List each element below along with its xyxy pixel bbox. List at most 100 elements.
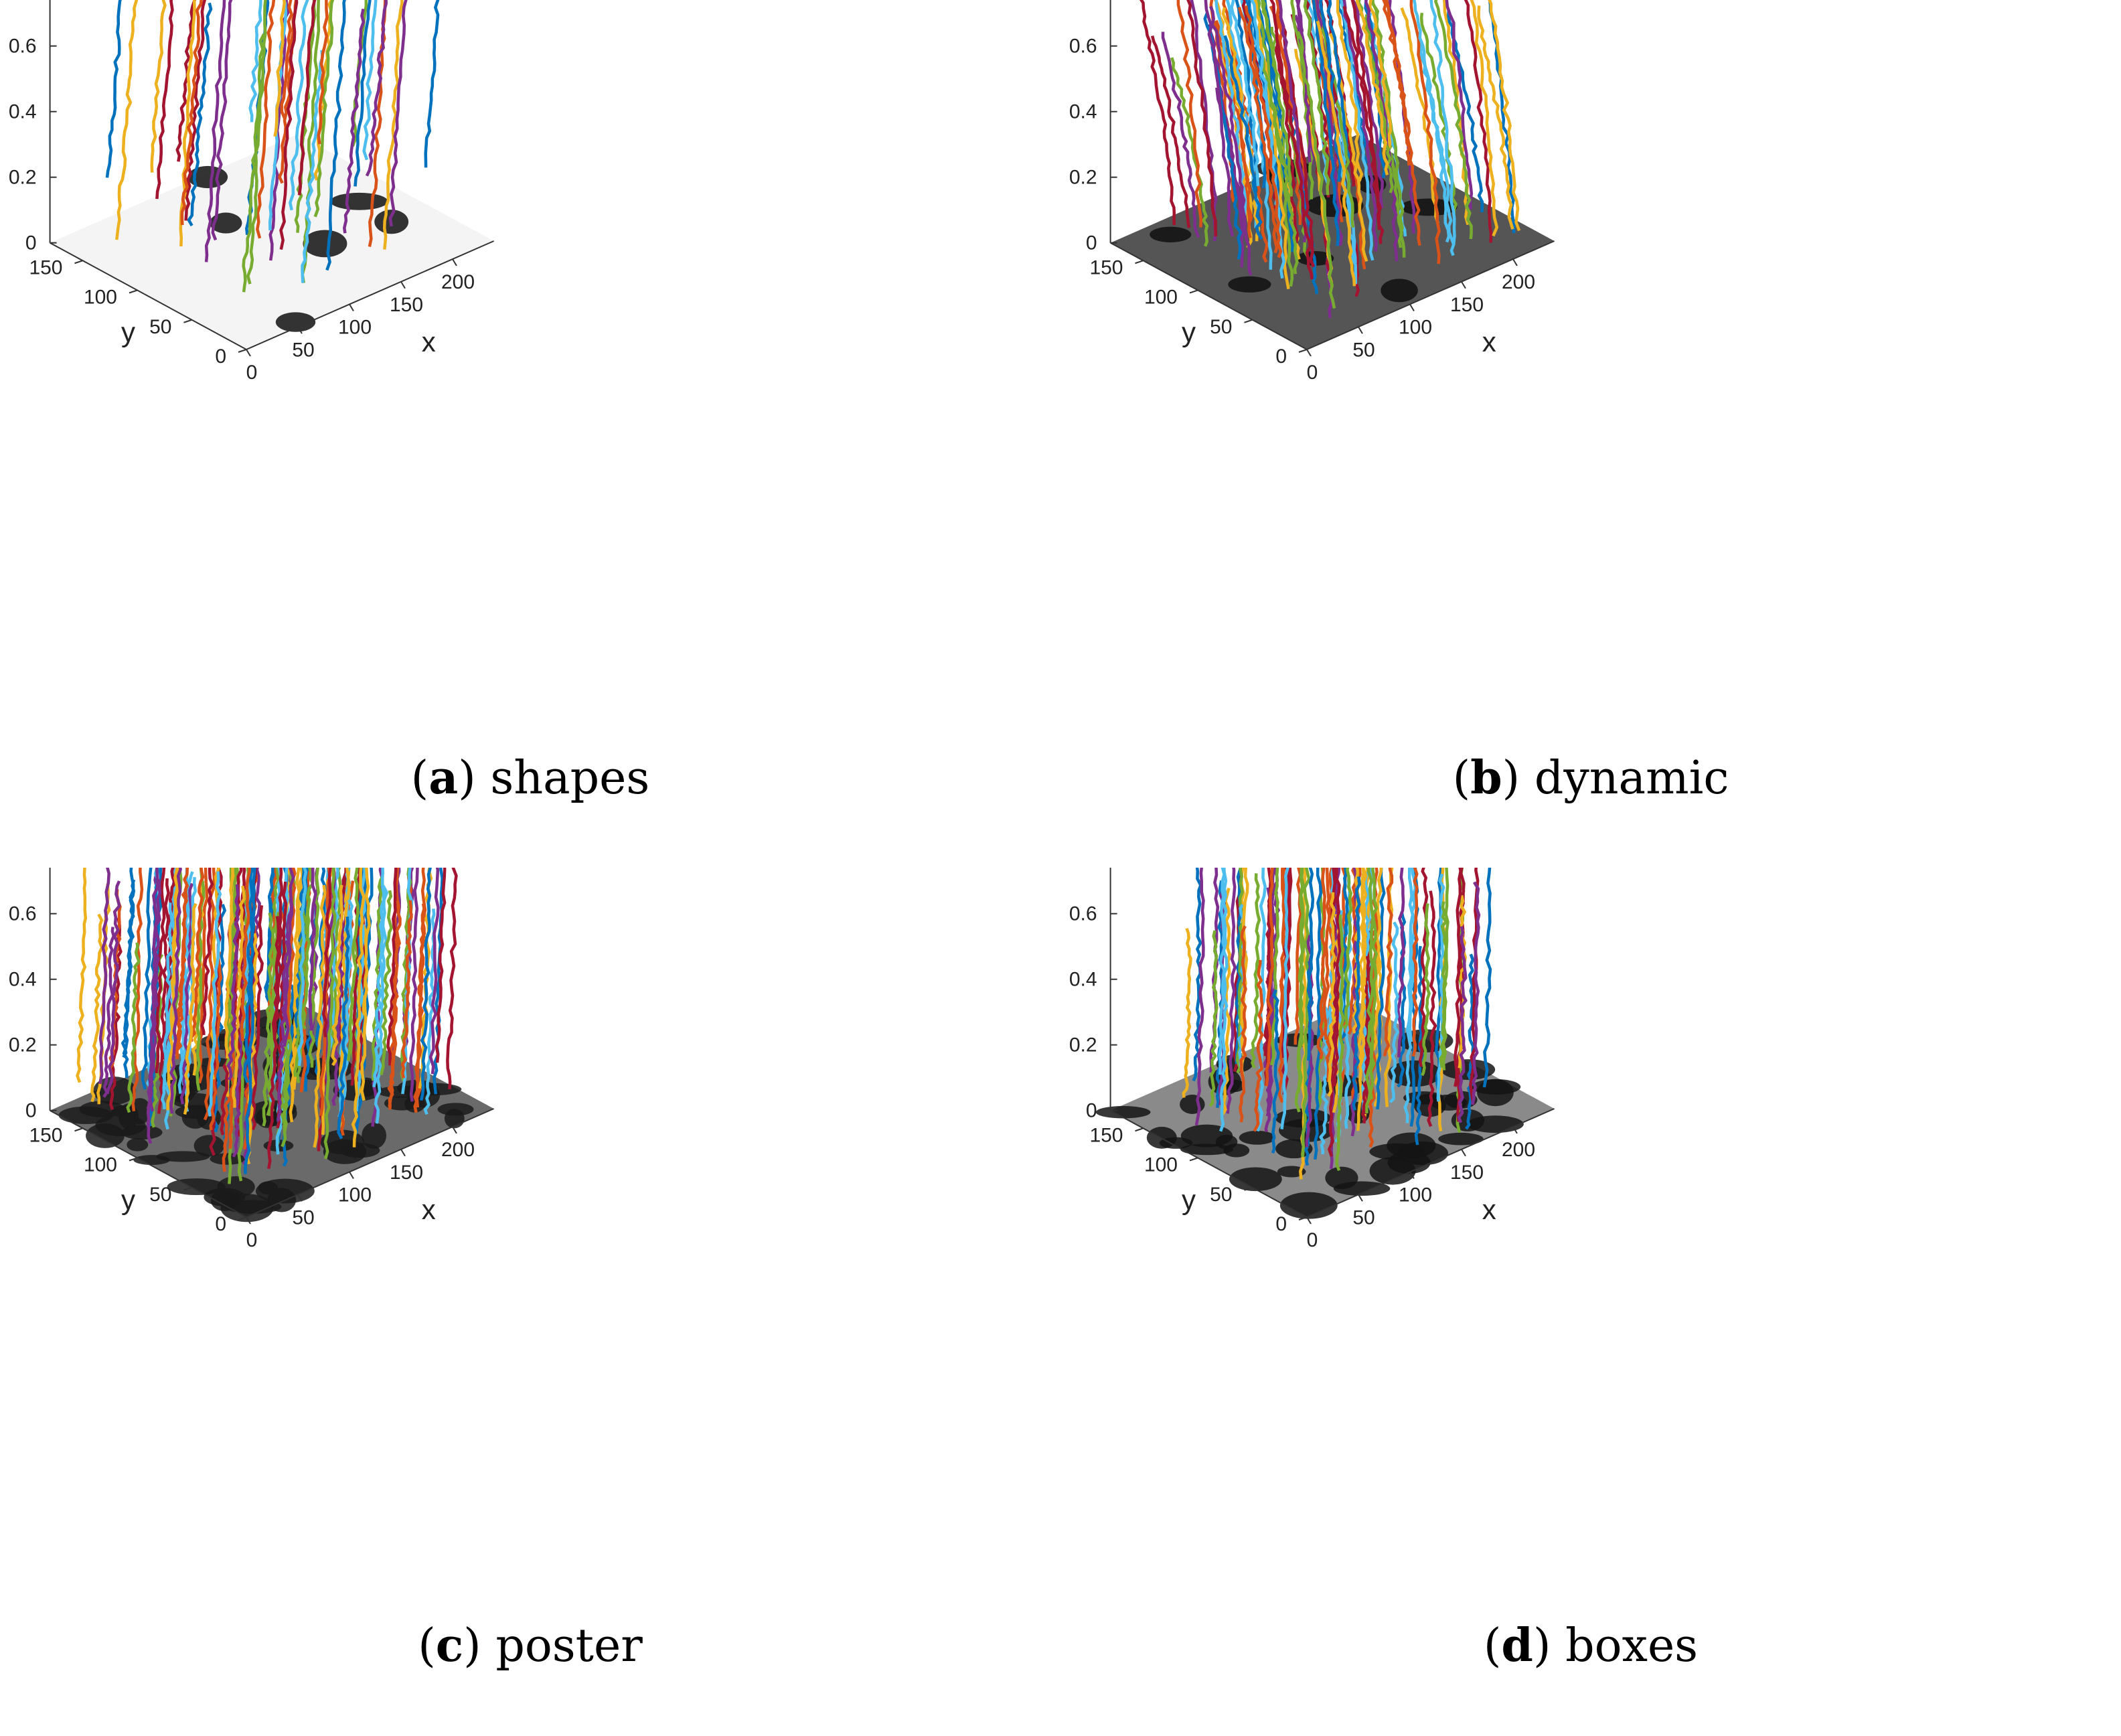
caption-text: dynamic — [1534, 752, 1729, 805]
y-tick-label: 100 — [1144, 1154, 1178, 1176]
y-tick-mark — [183, 319, 192, 323]
y-tick-label: 100 — [84, 1154, 117, 1176]
chart-shapes: 05010015020005010015000.20.40.60.81xytim… — [9, 0, 495, 384]
trajectory-line — [1244, 5, 1283, 258]
trajectory-line — [1332, 868, 1342, 1087]
floor-blob — [330, 192, 388, 210]
trajectory-line — [224, 868, 234, 1059]
trajectory-line — [1397, 911, 1407, 1088]
trajectory-line — [1421, 903, 1431, 1077]
trajectory-line — [198, 868, 209, 1084]
trajectory-line — [380, 890, 393, 1076]
trajectory-line — [1190, 0, 1218, 242]
x-tick-label: 200 — [441, 1139, 475, 1161]
trajectory-line — [160, 902, 174, 1110]
z-tick-label: 0.6 — [1069, 35, 1097, 58]
x-tick-label: 50 — [292, 339, 314, 361]
trajectory-line — [301, 868, 315, 1030]
trajectory-line — [1322, 868, 1331, 1040]
trajectory-line — [102, 927, 116, 1098]
floor-blob — [93, 1077, 136, 1105]
trajectory-line — [297, 868, 307, 1067]
trajectory-line — [343, 8, 366, 234]
caption-dynamic: (b) dynamic — [1452, 751, 1729, 805]
trajectory-line — [301, 50, 324, 283]
y-tick-label: 50 — [149, 316, 171, 338]
trajectory-line — [330, 868, 342, 1054]
trajectory-line — [1327, 892, 1336, 1097]
caption-letter: a — [428, 751, 459, 805]
trajectory-line — [325, 0, 346, 271]
trajectory-line — [155, 868, 166, 1074]
y-tick-label: 0 — [215, 345, 226, 368]
x-tick-label: 150 — [390, 294, 423, 316]
trajectory-line — [1389, 921, 1399, 1103]
floor-blob — [1277, 1166, 1306, 1178]
x-tick-mark — [246, 1216, 251, 1225]
z-tick-label: 0.2 — [1069, 167, 1097, 189]
x-tick-label: 50 — [1352, 339, 1374, 361]
y-tick-mark — [74, 260, 83, 264]
floor-blob — [1381, 279, 1418, 303]
y-tick-mark — [1135, 260, 1144, 264]
floor-blob — [1438, 1132, 1484, 1146]
trajectory-line — [1457, 926, 1468, 1123]
x-tick-mark — [1358, 326, 1363, 334]
x-tick-mark — [1306, 349, 1312, 357]
trajectory-line — [286, 868, 297, 1040]
trajectory-line — [1253, 0, 1290, 290]
y-tick-label: 0 — [1275, 1213, 1287, 1235]
trajectory-line — [1383, 868, 1394, 1057]
trajectory-line — [435, 868, 447, 1063]
trajectory-line — [276, 881, 288, 1129]
trajectory-line — [240, 868, 251, 1042]
trajectory-line — [331, 884, 344, 1067]
x-tick-mark — [400, 1149, 406, 1157]
trajectory-line — [277, 940, 290, 1122]
y-tick-label: 100 — [84, 287, 117, 309]
trajectory-line — [1295, 0, 1312, 163]
trajectory-line — [1434, 0, 1473, 240]
trajectory-line — [1464, 953, 1475, 1130]
trajectory-line — [1260, 0, 1293, 197]
trajectory-line — [1326, 0, 1350, 161]
trajectory-line — [1316, 20, 1356, 287]
caption-text: shapes — [490, 752, 650, 805]
trajectory-line — [141, 868, 153, 1090]
trajectory-line — [208, 871, 222, 1117]
trajectory-line — [1350, 0, 1382, 230]
trajectory-line — [1403, 868, 1415, 1123]
y-tick-label: 50 — [1210, 316, 1232, 338]
caption-letter: b — [1470, 751, 1502, 805]
trajectory-line — [1218, 868, 1227, 1075]
trajectory-line — [428, 868, 440, 1075]
z-tick-label: 0.4 — [1069, 101, 1097, 123]
trajectory-line — [1255, 0, 1294, 287]
y-tick-label: 50 — [149, 1184, 171, 1206]
trajectory-line — [388, 0, 408, 227]
trajectory-line — [1328, 868, 1338, 1157]
z-tick-label: 0.2 — [9, 1034, 37, 1056]
floor-blob — [1325, 1166, 1358, 1190]
x-tick-mark — [1409, 303, 1415, 312]
trajectory-line — [1361, 955, 1370, 1124]
trajectory-line — [1223, 35, 1263, 240]
trajectory-line — [1365, 868, 1374, 1113]
x-axis-label: x — [422, 326, 436, 358]
trajectory-line — [387, 900, 402, 1110]
trajectory-line — [1347, 868, 1358, 1035]
z-tick-label: 0.6 — [1069, 903, 1097, 925]
trajectory-line — [419, 868, 432, 1101]
trajectory-line — [1352, 876, 1361, 1111]
y-tick-mark — [238, 1216, 247, 1220]
caption-poster: (c) poster — [418, 1619, 643, 1672]
floor-blob — [1239, 1130, 1275, 1145]
trajectory-line — [1368, 0, 1393, 149]
floor-blob — [210, 1153, 246, 1165]
trajectory-line — [1271, 989, 1280, 1154]
x-tick-mark — [452, 1126, 457, 1134]
trajectory-line — [200, 868, 214, 1035]
trajectory-line — [1235, 0, 1259, 191]
trajectory-line — [1209, 5, 1247, 232]
z-tick-label: 0 — [25, 232, 37, 254]
